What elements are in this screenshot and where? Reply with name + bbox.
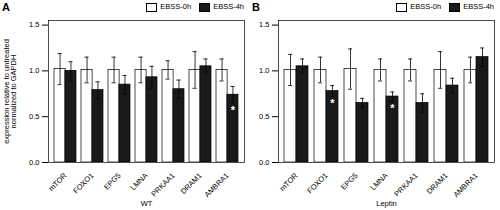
svg-text:EPG5: EPG5 [102, 171, 123, 192]
svg-text:FOXO1: FOXO1 [305, 171, 329, 195]
svg-text:AMBRA1: AMBRA1 [202, 171, 230, 199]
svg-text:0.0: 0.0 [29, 158, 39, 167]
svg-text:DRAM1: DRAM1 [179, 171, 204, 196]
html-text:EBSS-4h: EBSS-4h [463, 2, 494, 12]
svg-text:PRKAA1: PRKAA1 [149, 171, 176, 198]
svg-text:WT: WT [141, 199, 153, 208]
svg-text:EPG5: EPG5 [339, 171, 360, 192]
html-text:B: B [252, 1, 260, 13]
svg-text:*: * [330, 97, 335, 109]
html-text:EBSS-0h: EBSS-0h [160, 2, 192, 12]
svg-text:1.0: 1.0 [259, 66, 269, 75]
svg-text:LMNA: LMNA [369, 171, 390, 192]
svg-text:expression relative to untreat: expression relative to untreatednormaliz… [2, 39, 19, 144]
svg-text:*: * [390, 102, 395, 114]
svg-text:1.5: 1.5 [29, 20, 39, 29]
svg-text:0.5: 0.5 [29, 112, 39, 121]
svg-text:1.5: 1.5 [259, 20, 269, 29]
svg-text:0.5: 0.5 [259, 112, 269, 121]
svg-text:mTOR: mTOR [47, 171, 69, 193]
html-text:A: A [2, 1, 10, 13]
html-text:EBSS-0h: EBSS-0h [410, 2, 442, 12]
svg-text:FOXO1: FOXO1 [71, 171, 95, 195]
svg-text:*: * [231, 104, 236, 116]
svg-text:mTOR: mTOR [278, 171, 300, 193]
svg-text:Leptin: Leptin [376, 199, 396, 208]
html-text:EBSS-4h: EBSS-4h [213, 2, 244, 12]
svg-text:1.0: 1.0 [29, 66, 39, 75]
svg-text:LMNA: LMNA [129, 171, 150, 192]
svg-text:AMBRA1: AMBRA1 [451, 171, 479, 199]
svg-text:0.0: 0.0 [259, 158, 269, 167]
svg-text:DRAM1: DRAM1 [425, 171, 450, 196]
svg-text:PRKAA1: PRKAA1 [392, 171, 419, 198]
